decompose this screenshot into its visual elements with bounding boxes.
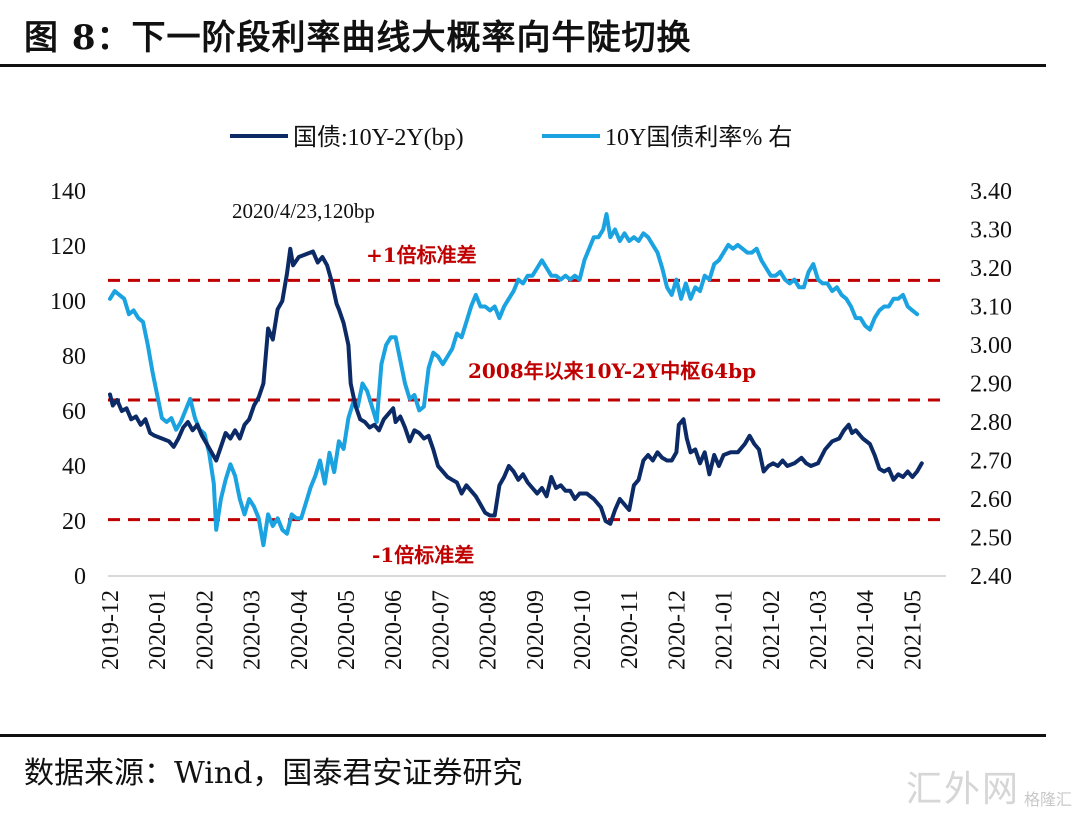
x-axis: 2019-12 2020-01 2020-02 2020-03 2020-04 2020-…: [98, 590, 926, 670]
x-tick-label: 2021-03: [806, 590, 832, 670]
x-tick-label: 2020-07: [428, 590, 454, 670]
x-tick-label: 2021-05: [900, 590, 926, 670]
right-tick-label: 3.00: [970, 333, 1012, 359]
x-tick-label: 2020-05: [334, 590, 360, 670]
series-line-10y-yield: [108, 212, 920, 548]
annotation-plus-1sd: +1倍标准差: [366, 243, 477, 267]
legend: 国债:10Y-2Y(bp) 10Y国债利率% 右: [230, 124, 792, 151]
x-tick-label: 2020-06: [381, 590, 407, 670]
annotation-center-64bp: 2008年以来10Y-2Y中枢64bp: [468, 359, 756, 383]
right-tick-label: 2.50: [970, 526, 1012, 552]
annotations: 2020/4/23,120bp +1倍标准差 2008年以来10Y-2Y中枢64…: [232, 199, 756, 567]
x-tick-label: 2020-12: [664, 590, 690, 670]
left-tick-label: 140: [50, 179, 86, 205]
right-tick-label: 2.40: [970, 564, 1012, 590]
right-tick-label: 2.70: [970, 449, 1012, 475]
right-axis: 2.40 2.50 2.60 2.70 2.80 2.90 3.00 3.10 3.20 3.30…: [970, 179, 1012, 590]
x-tick-label: 2019-12: [98, 590, 124, 670]
watermark-sub: 格隆汇: [1023, 790, 1072, 809]
x-tick-label: 2020-02: [192, 590, 218, 670]
right-tick-label: 2.80: [970, 410, 1012, 436]
annotation-minus-1sd: -1倍标准差: [372, 543, 474, 567]
left-tick-label: 100: [50, 289, 86, 315]
x-tick-label: 2020-11: [617, 590, 643, 669]
x-tick-label: 2020-10: [570, 590, 596, 670]
watermark: 汇外网: [905, 769, 1020, 810]
x-tick-label: 2021-04: [853, 590, 879, 670]
legend-label-yield: 10Y国债利率% 右: [605, 124, 792, 151]
right-tick-label: 3.10: [970, 295, 1012, 321]
annotation-peak: 2020/4/23,120bp: [232, 199, 375, 223]
left-tick-label: 0: [74, 564, 86, 590]
right-tick-label: 3.20: [970, 256, 1012, 282]
watermark-group: 汇外网 格隆汇: [906, 770, 1072, 810]
left-tick-label: 60: [62, 399, 86, 425]
source-note: 数据来源：Wind，国泰君安证券研究: [24, 756, 523, 791]
bottom-rule: [0, 734, 1046, 737]
right-tick-label: 3.40: [970, 179, 1012, 205]
x-tick-label: 2020-08: [476, 590, 502, 670]
right-tick-label: 2.60: [970, 487, 1012, 513]
x-tick-label: 2020-01: [145, 590, 171, 670]
series-line-spread: [108, 246, 924, 526]
series-group: [108, 212, 924, 548]
reference-lines: [108, 278, 944, 522]
left-tick-label: 20: [62, 509, 86, 535]
top-rule: [0, 64, 1046, 67]
x-tick-label: 2020-04: [287, 590, 313, 670]
right-tick-label: 3.30: [970, 218, 1012, 244]
left-axis: 0 20 40 60 80 100 120 140: [50, 179, 86, 590]
legend-label-spread: 国债:10Y-2Y(bp): [293, 124, 464, 151]
x-tick-label: 2021-01: [712, 590, 738, 670]
figure-title: 图 8：下一阶段利率曲线大概率向牛陡切换: [24, 18, 692, 58]
left-tick-label: 120: [50, 234, 86, 260]
left-tick-label: 80: [62, 344, 86, 370]
x-tick-label: 2020-03: [240, 590, 266, 670]
left-tick-label: 40: [62, 454, 86, 480]
right-tick-label: 2.90: [970, 372, 1012, 398]
x-tick-label: 2021-02: [759, 590, 785, 670]
x-tick-label: 2020-09: [523, 590, 549, 670]
